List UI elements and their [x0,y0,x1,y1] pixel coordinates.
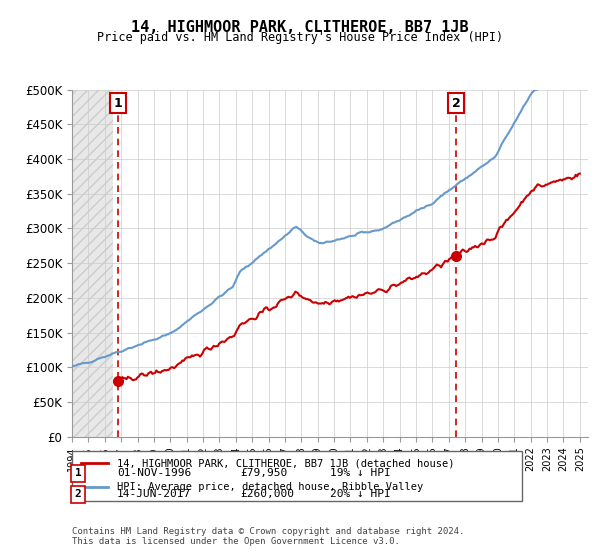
14, HIGHMOOR PARK, CLITHEROE, BB7 1JB (detached house) [115,378,122,385]
Text: 14, HIGHMOOR PARK, CLITHEROE, BB7 1JB: 14, HIGHMOOR PARK, CLITHEROE, BB7 1JB [131,20,469,35]
14, HIGHMOOR PARK, CLITHEROE, BB7 1JB (detached house) [394,282,401,288]
HPI: Average price, detached house, Ribble Valley: (2e+03, 1.43e+05): Average price, detached house, Ribble Va… [157,334,164,341]
Text: 01-NOV-1996: 01-NOV-1996 [117,468,191,478]
HPI: Average price, detached house, Ribble Valley: (1.99e+03, 1.01e+05): Average price, detached house, Ribble Va… [68,363,76,370]
Text: Contains HM Land Registry data © Crown copyright and database right 2024.
This d: Contains HM Land Registry data © Crown c… [72,526,464,546]
Line: 14, HIGHMOOR PARK, CLITHEROE, BB7 1JB (detached house): 14, HIGHMOOR PARK, CLITHEROE, BB7 1JB (d… [118,174,580,381]
HPI: Average price, detached house, Ribble Valley: (2.02e+03, 5.25e+05): Average price, detached house, Ribble Va… [576,68,583,75]
14, HIGHMOOR PARK, CLITHEROE, BB7 1JB (detached house) [517,202,524,209]
HPI: Average price, detached house, Ribble Valley: (2.02e+03, 4.51e+05): Average price, detached house, Ribble Va… [510,120,517,127]
Text: £260,000: £260,000 [240,489,294,500]
14, HIGHMOOR PARK, CLITHEROE, BB7 1JB (detached house) [484,236,491,243]
Text: 20% ↓ HPI: 20% ↓ HPI [330,489,391,500]
14, HIGHMOOR PARK, CLITHEROE, BB7 1JB (detached house) [493,231,500,237]
Text: 1: 1 [114,96,123,110]
Text: HPI: Average price, detached house, Ribble Valley: HPI: Average price, detached house, Ribb… [117,482,423,492]
14, HIGHMOOR PARK, CLITHEROE, BB7 1JB (detached house) [181,356,188,362]
Text: Price paid vs. HM Land Registry's House Price Index (HPI): Price paid vs. HM Land Registry's House … [97,31,503,44]
Text: 2: 2 [74,489,82,500]
Text: £79,950: £79,950 [240,468,287,478]
FancyBboxPatch shape [72,451,522,501]
Text: 2: 2 [452,96,461,110]
14, HIGHMOOR PARK, CLITHEROE, BB7 1JB (detached house) [198,352,205,358]
HPI: Average price, detached house, Ribble Valley: (2.01e+03, 2.78e+05): Average price, detached house, Ribble Va… [272,241,279,248]
Line: HPI: Average price, detached house, Ribble Valley: HPI: Average price, detached house, Ribb… [72,72,580,367]
Text: 19% ↓ HPI: 19% ↓ HPI [330,468,391,478]
HPI: Average price, detached house, Ribble Valley: (2.02e+03, 3.97e+05): Average price, detached house, Ribble Va… [485,158,493,165]
Text: 14-JUN-2017: 14-JUN-2017 [117,489,191,500]
Text: 1: 1 [74,468,82,478]
Text: 14, HIGHMOOR PARK, CLITHEROE, BB7 1JB (detached house): 14, HIGHMOOR PARK, CLITHEROE, BB7 1JB (d… [117,459,455,468]
HPI: Average price, detached house, Ribble Valley: (2.01e+03, 2.71e+05): Average price, detached house, Ribble Va… [266,245,274,252]
HPI: Average price, detached house, Ribble Valley: (2.02e+03, 3.47e+05): Average price, detached house, Ribble Va… [439,192,446,199]
14, HIGHMOOR PARK, CLITHEROE, BB7 1JB (detached house) [576,170,583,177]
